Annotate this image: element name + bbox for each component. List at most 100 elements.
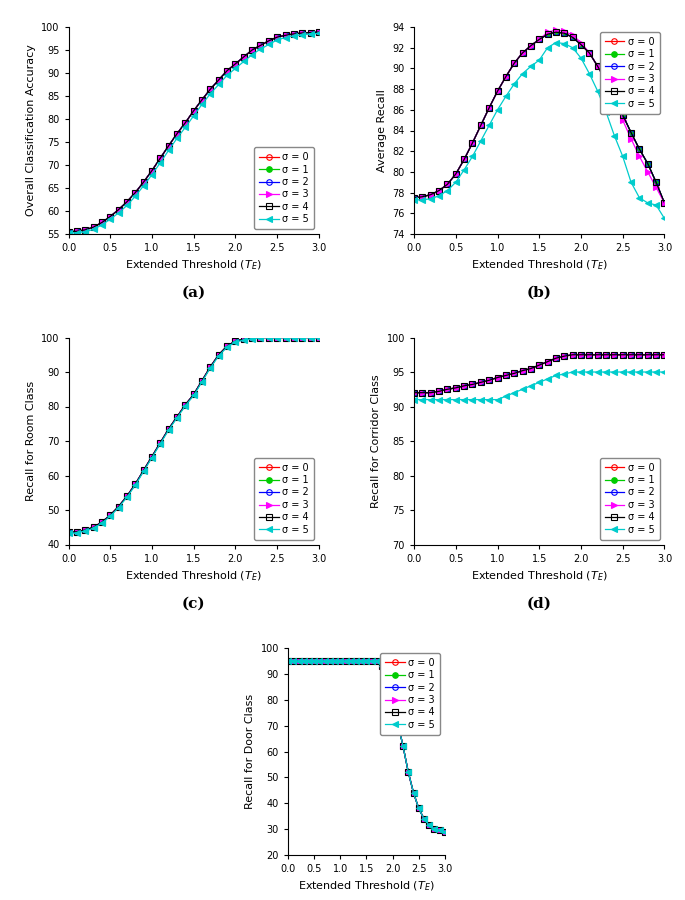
σ = 4 bbox=[594, 61, 602, 72]
σ = 3 bbox=[430, 824, 438, 834]
σ = 2 bbox=[190, 105, 198, 116]
σ = 1 bbox=[501, 370, 510, 381]
Line: σ = 0: σ = 0 bbox=[411, 30, 667, 206]
σ = 2 bbox=[543, 356, 551, 367]
σ = 5 bbox=[198, 376, 206, 387]
σ = 3 bbox=[368, 655, 376, 666]
σ = 1 bbox=[602, 349, 610, 360]
σ = 1 bbox=[331, 655, 339, 666]
σ = 0 bbox=[660, 349, 669, 360]
σ = 4 bbox=[644, 349, 652, 360]
σ = 4 bbox=[493, 372, 501, 382]
σ = 4 bbox=[98, 217, 106, 228]
σ = 5 bbox=[552, 37, 560, 48]
σ = 0 bbox=[214, 349, 223, 360]
σ = 4 bbox=[560, 28, 569, 39]
σ = 0 bbox=[282, 30, 290, 40]
σ = 3 bbox=[315, 27, 323, 38]
σ = 5 bbox=[248, 50, 256, 60]
σ = 0 bbox=[414, 803, 423, 814]
σ = 5 bbox=[368, 655, 376, 666]
σ = 0 bbox=[190, 389, 198, 400]
σ = 3 bbox=[419, 387, 427, 398]
σ = 2 bbox=[232, 58, 240, 69]
σ = 1 bbox=[310, 655, 319, 666]
σ = 0 bbox=[256, 40, 264, 50]
σ = 0 bbox=[305, 655, 313, 666]
σ = 2 bbox=[256, 40, 264, 50]
σ = 2 bbox=[73, 526, 81, 537]
σ = 4 bbox=[419, 192, 427, 202]
σ = 0 bbox=[610, 349, 619, 360]
σ = 5 bbox=[182, 400, 190, 411]
σ = 2 bbox=[352, 655, 360, 666]
σ = 3 bbox=[443, 384, 451, 395]
σ = 1 bbox=[485, 375, 493, 386]
σ = 0 bbox=[610, 92, 619, 103]
Line: σ = 5: σ = 5 bbox=[285, 658, 448, 834]
σ = 2 bbox=[388, 695, 397, 706]
σ = 0 bbox=[331, 655, 339, 666]
σ = 3 bbox=[602, 76, 610, 86]
σ = 0 bbox=[543, 29, 551, 40]
σ = 5 bbox=[510, 78, 519, 89]
σ = 3 bbox=[90, 522, 98, 533]
σ = 5 bbox=[295, 655, 303, 666]
σ = 1 bbox=[552, 353, 560, 364]
σ = 4 bbox=[519, 48, 527, 58]
σ = 0 bbox=[443, 179, 451, 190]
σ = 4 bbox=[427, 387, 435, 398]
Legend: σ = 0, σ = 1, σ = 2, σ = 3, σ = 4, σ = 5: σ = 0, σ = 1, σ = 2, σ = 3, σ = 4, σ = 5 bbox=[600, 32, 660, 113]
Line: σ = 0: σ = 0 bbox=[66, 30, 322, 235]
σ = 0 bbox=[660, 197, 669, 208]
σ = 5 bbox=[164, 145, 173, 156]
σ = 0 bbox=[248, 45, 256, 56]
σ = 3 bbox=[477, 120, 485, 130]
σ = 1 bbox=[469, 138, 477, 148]
σ = 4 bbox=[299, 655, 308, 666]
σ = 0 bbox=[81, 224, 89, 235]
σ = 4 bbox=[289, 655, 297, 666]
σ = 5 bbox=[619, 366, 627, 377]
σ = 1 bbox=[256, 40, 264, 50]
σ = 2 bbox=[427, 189, 435, 200]
σ = 5 bbox=[256, 44, 264, 55]
σ = 4 bbox=[295, 655, 303, 666]
Legend: σ = 0, σ = 1, σ = 2, σ = 3, σ = 4, σ = 5: σ = 0, σ = 1, σ = 2, σ = 3, σ = 4, σ = 5 bbox=[254, 148, 314, 230]
σ = 2 bbox=[378, 661, 386, 671]
σ = 1 bbox=[510, 58, 519, 68]
σ = 3 bbox=[610, 92, 619, 103]
σ = 0 bbox=[469, 379, 477, 390]
σ = 1 bbox=[594, 349, 602, 360]
Line: σ = 0: σ = 0 bbox=[411, 352, 667, 395]
σ = 5 bbox=[289, 655, 297, 666]
σ = 3 bbox=[460, 381, 469, 392]
σ = 1 bbox=[256, 332, 264, 343]
σ = 2 bbox=[660, 349, 669, 360]
σ = 3 bbox=[469, 379, 477, 390]
σ = 0 bbox=[326, 655, 334, 666]
σ = 4 bbox=[552, 353, 560, 364]
σ = 0 bbox=[357, 655, 365, 666]
σ = 1 bbox=[341, 655, 349, 666]
σ = 0 bbox=[425, 820, 434, 831]
σ = 1 bbox=[148, 165, 156, 176]
σ = 0 bbox=[156, 437, 164, 448]
σ = 1 bbox=[430, 824, 438, 834]
σ = 1 bbox=[527, 364, 535, 374]
σ = 5 bbox=[388, 695, 397, 706]
σ = 0 bbox=[519, 365, 527, 376]
σ = 4 bbox=[602, 76, 610, 86]
σ = 0 bbox=[73, 226, 81, 237]
σ = 1 bbox=[148, 451, 156, 462]
σ = 5 bbox=[298, 332, 306, 343]
σ = 5 bbox=[594, 86, 602, 96]
σ = 2 bbox=[535, 360, 543, 371]
σ = 2 bbox=[519, 365, 527, 376]
σ = 3 bbox=[419, 192, 427, 202]
σ = 1 bbox=[306, 332, 314, 343]
σ = 2 bbox=[305, 655, 313, 666]
σ = 0 bbox=[306, 27, 314, 38]
σ = 3 bbox=[131, 479, 139, 490]
σ = 4 bbox=[652, 349, 660, 360]
